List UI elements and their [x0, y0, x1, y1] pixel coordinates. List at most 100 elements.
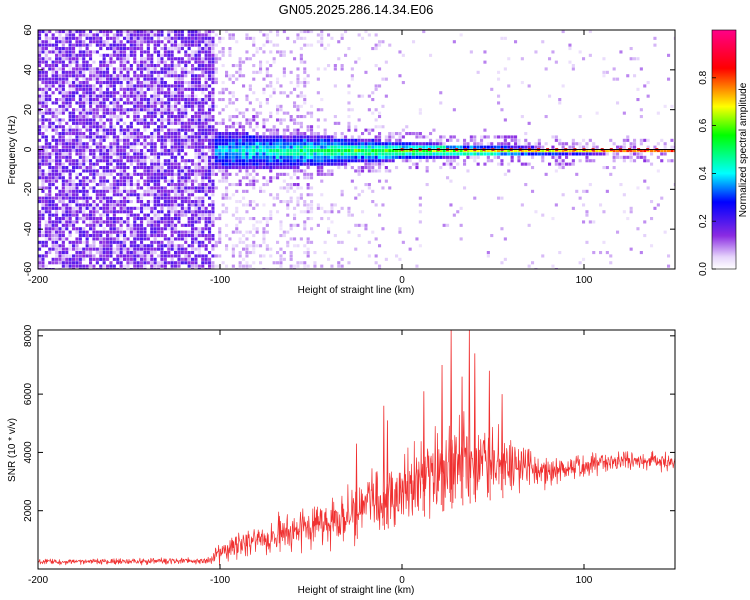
- spectrogram-cell: [112, 257, 116, 261]
- spectrogram-cell: [364, 145, 368, 149]
- spectrogram-cell: [208, 118, 212, 122]
- spectrogram-cell: [272, 261, 276, 265]
- spectrogram-cell: [605, 70, 609, 74]
- spectrogram-cell: [75, 237, 79, 241]
- spectrogram-cell: [44, 135, 48, 139]
- spectrogram-cell: [89, 87, 93, 91]
- spectrogram-cell: [68, 60, 72, 64]
- spectrogram-cell: [231, 159, 235, 163]
- spectrogram-cell: [160, 33, 164, 37]
- spectrogram-cell: [167, 94, 171, 98]
- spectrogram-cell: [65, 81, 69, 85]
- spectrogram-cell: [48, 220, 52, 224]
- spectrogram-cell: [378, 179, 382, 183]
- spectrogram-cell: [153, 203, 157, 207]
- spectrogram-cell: [296, 155, 300, 159]
- spectrogram-cell: [157, 132, 161, 136]
- spectrogram-cell: [140, 67, 144, 71]
- spectrogram-cell: [129, 244, 133, 248]
- spectrogram-cell: [201, 206, 205, 210]
- spectrogram-cell: [92, 115, 96, 119]
- spectrogram-cell: [585, 149, 589, 153]
- spectrogram-cell: [44, 94, 48, 98]
- spectrogram-cell: [133, 94, 137, 98]
- spectrogram-cell: [89, 254, 93, 258]
- spectrogram-cell: [520, 81, 524, 85]
- spectrogram-cell: [68, 254, 72, 258]
- spectrogram-cell: [41, 145, 45, 149]
- spectrogram-cell: [187, 176, 191, 180]
- spectrogram-cell: [306, 186, 310, 190]
- spectrogram-cell: [650, 152, 654, 156]
- spectrogram-cell: [225, 247, 229, 251]
- spectrogram-cell: [633, 138, 637, 142]
- spectrogram-cell: [452, 135, 456, 139]
- spectrogram-cell: [439, 91, 443, 95]
- spectrogram-cell: [112, 149, 116, 153]
- spectrogram-cell: [582, 203, 586, 207]
- spectrogram-cell: [55, 203, 59, 207]
- spectrogram-cell: [245, 50, 249, 54]
- spectrogram-cell: [78, 145, 82, 149]
- spectrogram-cell: [102, 213, 106, 217]
- spectrogram-cell: [129, 247, 133, 251]
- spectrogram-cell: [412, 149, 416, 153]
- spectrogram-cell: [197, 145, 201, 149]
- spectrogram-cell: [112, 223, 116, 227]
- spectrogram-cell: [78, 149, 82, 153]
- spectrogram-cell: [177, 108, 181, 112]
- spectrogram-cell: [112, 193, 116, 197]
- spectrogram-cell: [102, 138, 106, 142]
- spectrogram-cell: [289, 186, 293, 190]
- spectrogram-cell: [163, 227, 167, 231]
- spectrogram-cell: [452, 159, 456, 163]
- spectrogram-cell: [119, 200, 123, 204]
- spectrogram-cell: [276, 50, 280, 54]
- spectrogram-cell: [282, 128, 286, 132]
- spectrogram-cell: [41, 234, 45, 238]
- spectrogram-cell: [177, 121, 181, 125]
- spectrogram-cell: [313, 138, 317, 142]
- spectrogram-cell: [347, 121, 351, 125]
- spectrogram-cell: [602, 166, 606, 170]
- spectrogram-cell: [58, 200, 62, 204]
- spectrogram-cell: [626, 74, 630, 78]
- spectrogram-cell: [163, 213, 167, 217]
- spectrogram-cell: [279, 142, 283, 146]
- spectrogram-cell: [95, 206, 99, 210]
- spectrogram-cell: [123, 36, 127, 40]
- spectrogram-cell: [255, 220, 259, 224]
- spectrogram-cell: [109, 244, 113, 248]
- spectrogram-cell: [78, 33, 82, 37]
- spectrogram-cell: [269, 166, 273, 170]
- spectrogram-cell: [89, 33, 93, 37]
- spectrogram-cell: [116, 244, 120, 248]
- spectrogram-cell: [140, 74, 144, 78]
- spectrogram-cell: [252, 64, 256, 68]
- spectrogram-cell: [293, 159, 297, 163]
- spectrogram-cell: [44, 179, 48, 183]
- spectrogram-cell: [174, 217, 178, 221]
- spectrogram-cell: [327, 257, 331, 261]
- spectrogram-cell: [558, 162, 562, 166]
- spectrogram-cell: [367, 166, 371, 170]
- spectrogram-cell: [106, 234, 110, 238]
- spectrogram-cell: [95, 183, 99, 187]
- spectrogram-cell: [92, 118, 96, 122]
- spectrogram-cell: [197, 149, 201, 153]
- spectrogram-cell: [194, 104, 198, 108]
- spectrogram-cell: [106, 223, 110, 227]
- spectrogram-cell: [174, 210, 178, 214]
- spectrogram-cell: [102, 149, 106, 153]
- spectrogram-cell: [245, 98, 249, 102]
- spectrogram-cell: [238, 138, 242, 142]
- spectrogram-cell: [170, 223, 174, 227]
- spectrogram-cell: [61, 240, 65, 244]
- spectrogram-cell: [310, 206, 314, 210]
- spectrogram-cell: [323, 155, 327, 159]
- spectrogram-cell: [293, 183, 297, 187]
- spectrogram-cell: [191, 257, 195, 261]
- spectrogram-cell: [177, 237, 181, 241]
- colorbar-tick-label: 0.4: [698, 166, 709, 180]
- spectrogram-cell: [61, 179, 65, 183]
